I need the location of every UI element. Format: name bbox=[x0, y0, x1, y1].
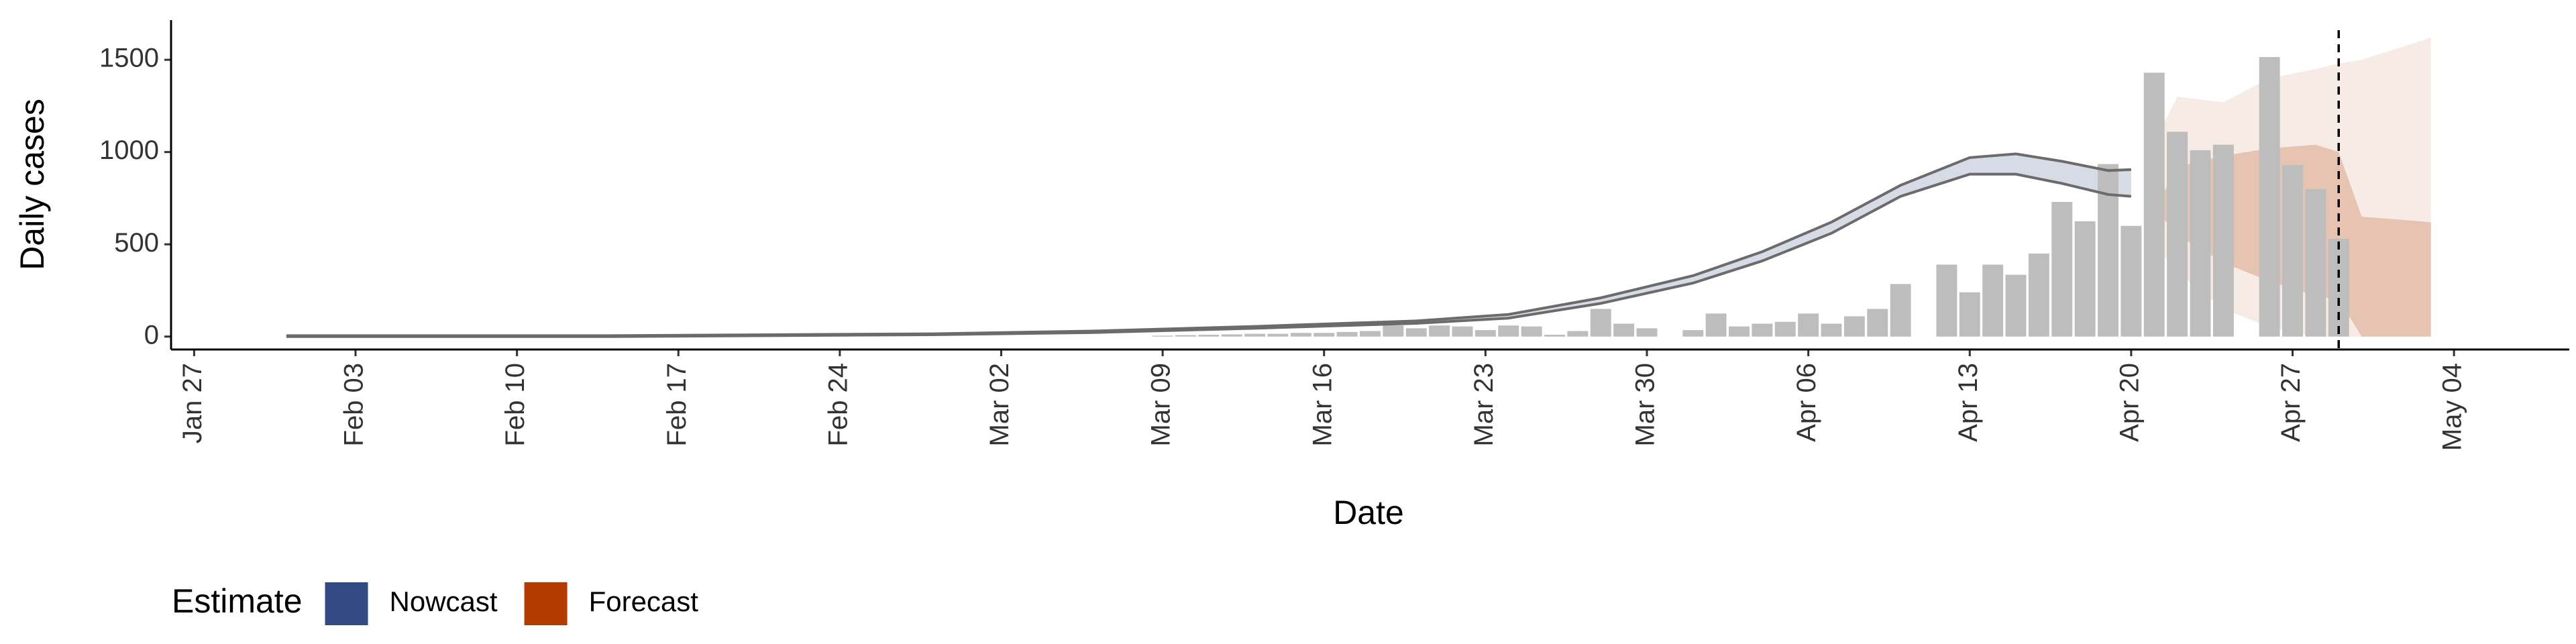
x-axis-title: Date bbox=[1333, 494, 1404, 531]
bar bbox=[1221, 334, 1242, 337]
bar bbox=[1405, 328, 1427, 337]
bar bbox=[1567, 331, 1589, 337]
bar bbox=[1774, 321, 1796, 337]
bar bbox=[1843, 316, 1865, 337]
bar bbox=[1959, 292, 1980, 337]
legend-swatch bbox=[524, 582, 568, 625]
bar bbox=[1936, 264, 1957, 337]
y-tick-label: 1000 bbox=[99, 136, 159, 165]
bar bbox=[1544, 334, 1565, 337]
x-tick-label: Mar 09 bbox=[1146, 363, 1176, 447]
legend-label: Forecast bbox=[589, 586, 699, 617]
y-tick-label: 0 bbox=[144, 320, 159, 350]
bar bbox=[1175, 335, 1196, 337]
bar bbox=[1798, 313, 1819, 337]
bar bbox=[1360, 331, 1381, 337]
bar bbox=[1152, 335, 1173, 337]
legend-label: Nowcast bbox=[390, 586, 498, 617]
bar bbox=[1890, 284, 1911, 337]
y-axis-title: Daily cases bbox=[13, 99, 51, 270]
bar bbox=[1452, 326, 1473, 337]
bar bbox=[2121, 225, 2142, 337]
bar bbox=[1383, 325, 1404, 337]
bar bbox=[1982, 264, 2004, 337]
y-tick-label: 500 bbox=[114, 228, 159, 258]
bar bbox=[1682, 330, 1704, 337]
x-tick-label: Mar 30 bbox=[1631, 363, 1660, 447]
band-edge bbox=[286, 172, 2132, 338]
bar bbox=[1498, 325, 1519, 337]
bar bbox=[1521, 326, 1542, 337]
bar bbox=[1244, 333, 1266, 337]
bar bbox=[1752, 323, 1773, 337]
bar bbox=[1705, 313, 1727, 337]
bar bbox=[1336, 331, 1358, 337]
bar bbox=[2190, 150, 2211, 337]
y-tick-label: 1500 bbox=[99, 44, 159, 73]
bar bbox=[1729, 326, 1750, 337]
x-tick-label: Mar 23 bbox=[1469, 363, 1499, 447]
bar bbox=[1290, 333, 1311, 337]
x-tick-label: Feb 10 bbox=[500, 363, 530, 447]
bar bbox=[2074, 221, 2096, 337]
legend-title: Estimate bbox=[172, 582, 303, 620]
legend-swatch bbox=[325, 582, 368, 625]
bar bbox=[2212, 144, 2234, 337]
x-tick-label: May 04 bbox=[2438, 363, 2467, 451]
x-tick-label: Jan 27 bbox=[178, 363, 207, 443]
bar bbox=[2305, 189, 2326, 337]
bar bbox=[2005, 274, 2027, 337]
bar bbox=[2259, 57, 2280, 337]
bar bbox=[1636, 328, 1658, 337]
bar bbox=[1613, 323, 1635, 337]
x-tick-label: Mar 02 bbox=[985, 363, 1014, 447]
bar bbox=[1867, 309, 1888, 337]
x-tick-label: Apr 27 bbox=[2276, 363, 2306, 442]
band-edge bbox=[286, 152, 2131, 337]
x-tick-label: Apr 06 bbox=[1792, 363, 1821, 442]
band bbox=[286, 154, 2131, 337]
bar bbox=[1313, 333, 1335, 337]
x-tick-label: Apr 20 bbox=[2114, 363, 2144, 442]
bar bbox=[1474, 330, 1496, 337]
bar bbox=[2167, 131, 2188, 337]
bar bbox=[1198, 334, 1220, 337]
bar bbox=[1590, 309, 1611, 337]
bar bbox=[1429, 325, 1450, 337]
bar bbox=[2051, 201, 2073, 337]
bar bbox=[1821, 323, 1842, 337]
bar bbox=[2282, 164, 2303, 337]
x-tick-label: Feb 24 bbox=[823, 363, 853, 447]
x-tick-label: Mar 16 bbox=[1307, 363, 1337, 447]
bar bbox=[1267, 333, 1289, 337]
bar bbox=[2098, 164, 2118, 337]
x-tick-label: Feb 17 bbox=[662, 363, 692, 447]
x-tick-label: Feb 03 bbox=[339, 363, 369, 447]
x-tick-label: Apr 13 bbox=[1953, 363, 1983, 442]
bar bbox=[2028, 253, 2049, 337]
bar bbox=[2143, 72, 2165, 337]
